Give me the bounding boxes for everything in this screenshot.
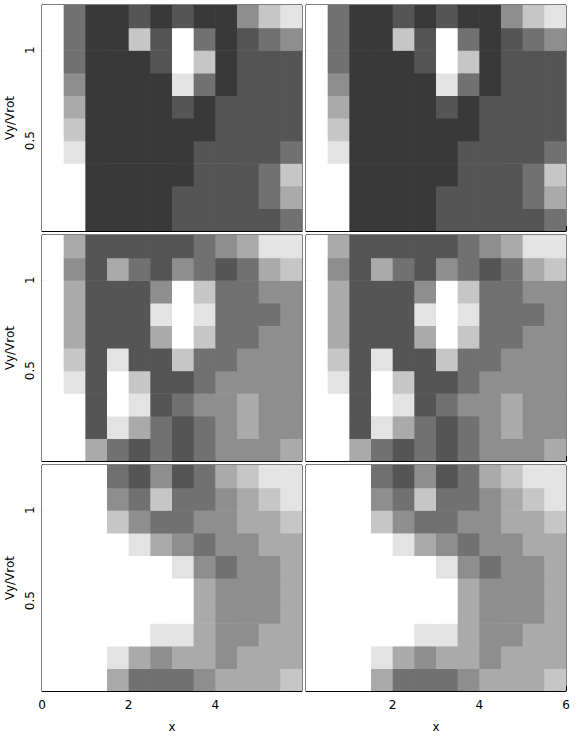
svg-text:1: 1 — [23, 276, 37, 284]
svg-text:Vy/Vrot: Vy/Vrot — [3, 326, 17, 370]
svg-text:1: 1 — [23, 46, 37, 54]
svg-text:Vy/Vrot: Vy/Vrot — [3, 556, 17, 600]
svg-text:x: x — [432, 720, 439, 734]
svg-text:0.5: 0.5 — [23, 361, 37, 380]
svg-text:Vy/Vrot: Vy/Vrot — [3, 96, 17, 140]
svg-text:6: 6 — [562, 698, 570, 712]
svg-text:2: 2 — [125, 698, 133, 712]
svg-text:4: 4 — [212, 698, 220, 712]
svg-text:x: x — [168, 720, 175, 734]
svg-text:0: 0 — [38, 698, 46, 712]
svg-text:1: 1 — [23, 506, 37, 514]
svg-text:0.5: 0.5 — [23, 591, 37, 610]
svg-text:2: 2 — [389, 698, 397, 712]
svg-text:0.5: 0.5 — [23, 131, 37, 150]
svg-text:4: 4 — [476, 698, 484, 712]
